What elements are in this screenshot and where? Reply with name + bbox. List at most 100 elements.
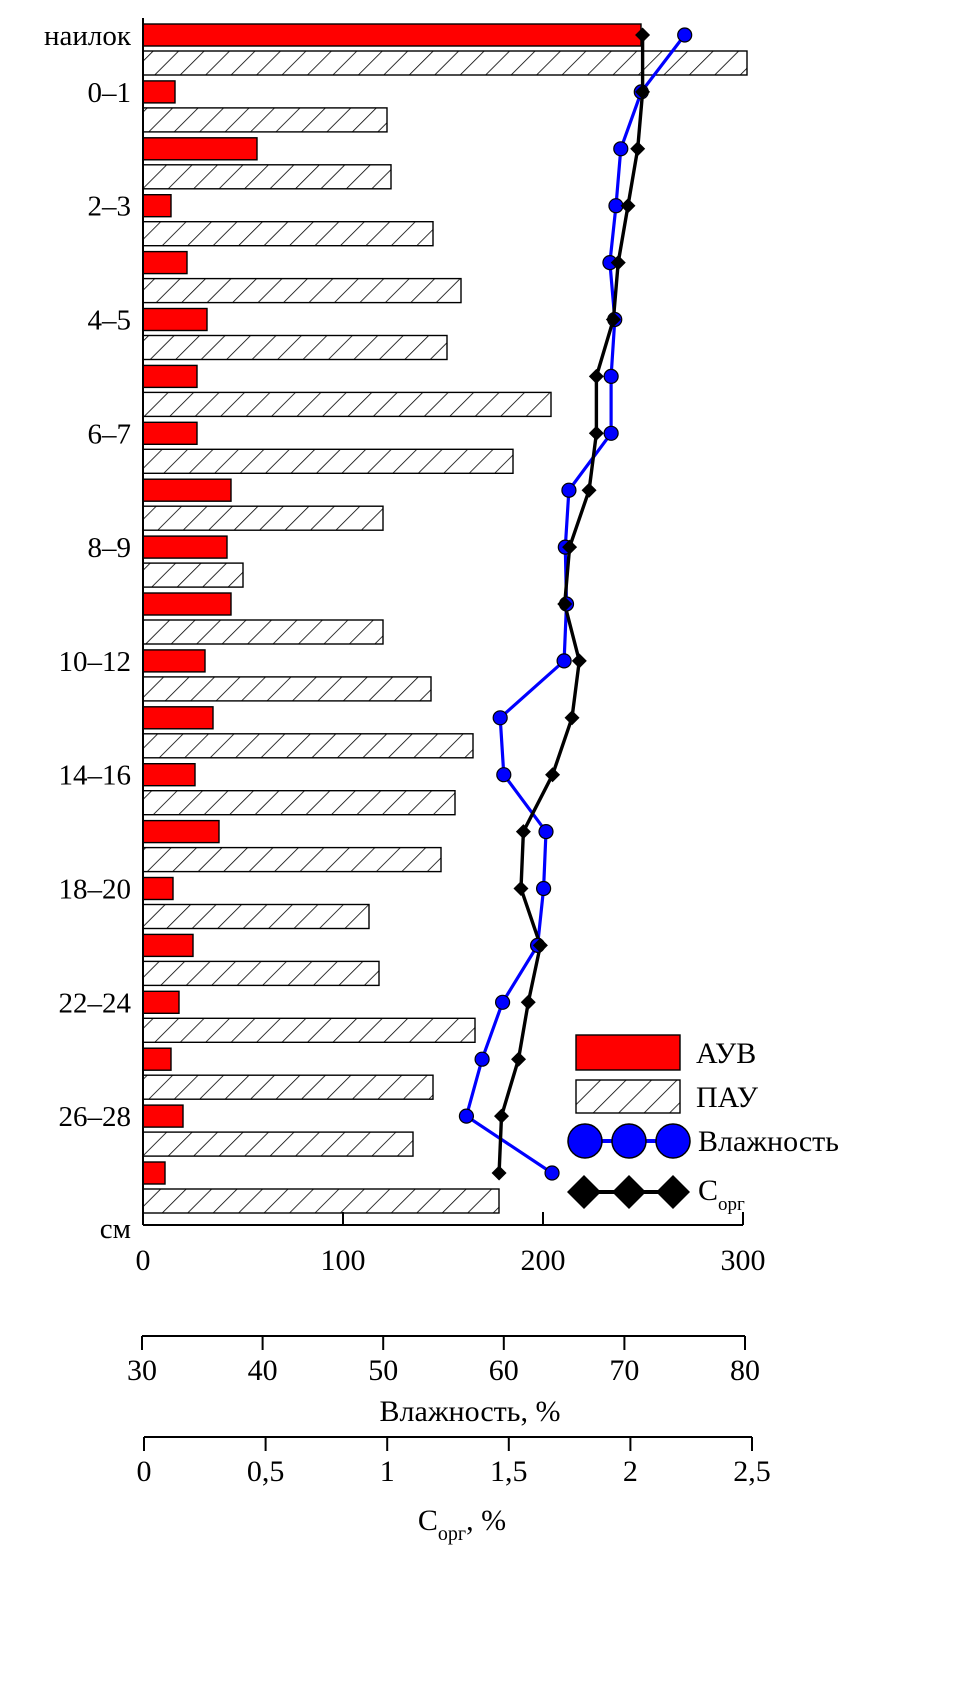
bar-auv-15 bbox=[142, 876, 174, 901]
point-corg-1 bbox=[635, 84, 651, 100]
bar-auv-11 bbox=[142, 649, 206, 673]
point-moisture-7 bbox=[603, 425, 619, 441]
point-moisture-20 bbox=[544, 1165, 560, 1181]
point-corg-6 bbox=[588, 368, 604, 384]
legend-marker-corg-2 bbox=[656, 1175, 690, 1209]
depth-label-1: 0–1 bbox=[88, 77, 132, 109]
bar-axis-tick-label-1: 100 bbox=[321, 1244, 366, 1277]
bar-axis-tick-label-2: 200 bbox=[521, 1244, 566, 1277]
bar-auv-3 bbox=[142, 193, 172, 218]
bar-pau-18 bbox=[142, 1074, 434, 1100]
bar-pau-20 bbox=[142, 1188, 500, 1214]
depth-label-15: 18–20 bbox=[59, 874, 132, 906]
bar-auv-12 bbox=[142, 706, 214, 730]
point-corg-5 bbox=[605, 312, 621, 327]
bar-axis-tick-label-0: 0 bbox=[136, 1244, 151, 1277]
bar-pau-17 bbox=[142, 1017, 476, 1043]
depth-label-19: 26–28 bbox=[59, 1101, 132, 1133]
point-corg-15 bbox=[513, 881, 529, 896]
point-corg-13 bbox=[545, 767, 561, 783]
point-corg-4 bbox=[610, 255, 626, 271]
point-moisture-15 bbox=[535, 880, 552, 897]
point-corg-16 bbox=[532, 937, 548, 953]
corg-axis-tick-label-4: 2 bbox=[623, 1455, 638, 1488]
moisture-axis-title: Влажность, % bbox=[380, 1395, 561, 1428]
corg-axis-title-rest: , % bbox=[466, 1504, 506, 1537]
point-moisture-17 bbox=[494, 994, 511, 1010]
bar-auv-4 bbox=[142, 250, 188, 275]
moisture-axis-tick-label-2: 50 bbox=[368, 1354, 398, 1387]
moisture-axis-tick-label-5: 80 bbox=[730, 1354, 760, 1387]
bar-auv-16 bbox=[142, 933, 194, 958]
legend-label-auv: АУВ bbox=[696, 1037, 756, 1070]
legend-label-corg-sub: орг bbox=[718, 1194, 745, 1215]
point-corg-17 bbox=[520, 994, 536, 1010]
bar-pau-4 bbox=[142, 277, 462, 304]
bars-layer bbox=[142, 23, 748, 1214]
point-moisture-0 bbox=[677, 27, 693, 43]
corg-axis-title-main: С bbox=[418, 1504, 438, 1537]
point-moisture-13 bbox=[496, 767, 512, 783]
point-corg-2 bbox=[630, 141, 646, 157]
point-moisture-2 bbox=[613, 141, 629, 157]
point-corg-20 bbox=[491, 1165, 507, 1181]
legend: АУВ ПАУ Влажность Сорг bbox=[567, 1034, 839, 1215]
legend-label-corg: Сорг bbox=[698, 1174, 745, 1215]
bar-pau-13 bbox=[142, 790, 456, 816]
point-corg-14 bbox=[515, 824, 531, 840]
lines-layer bbox=[458, 27, 693, 1181]
point-corg-11 bbox=[571, 653, 587, 669]
bar-pau-14 bbox=[142, 846, 442, 873]
point-corg-8 bbox=[581, 482, 597, 498]
bar-pau-19 bbox=[142, 1131, 414, 1157]
corg-axis-tick-label-2: 1 bbox=[380, 1455, 395, 1488]
bar-auv-2 bbox=[142, 137, 258, 161]
point-moisture-14 bbox=[538, 823, 554, 840]
depth-label-0: наилок bbox=[44, 20, 132, 52]
point-corg-9 bbox=[562, 539, 578, 555]
point-moisture-6 bbox=[603, 368, 619, 384]
point-corg-18 bbox=[511, 1051, 527, 1067]
legend-marker-moisture-2 bbox=[655, 1123, 691, 1159]
bar-auv-20 bbox=[142, 1161, 166, 1185]
depth-label-17: 22–24 bbox=[59, 987, 132, 1019]
bar-auv-19 bbox=[142, 1104, 184, 1128]
bar-auv-8 bbox=[142, 478, 232, 502]
bar-pau-1 bbox=[142, 107, 388, 133]
bar-auv-1 bbox=[142, 80, 176, 104]
corg-axis-tick-label-3: 1,5 bbox=[490, 1455, 528, 1488]
point-corg-19 bbox=[494, 1108, 510, 1124]
bar-pau-7 bbox=[142, 448, 514, 474]
point-moisture-8 bbox=[561, 482, 577, 498]
corg-axis-tick-label-0: 0 bbox=[137, 1455, 152, 1488]
point-moisture-18 bbox=[474, 1051, 490, 1067]
depth-label-5: 4–5 bbox=[88, 305, 132, 337]
point-corg-7 bbox=[588, 425, 604, 441]
point-corg-12 bbox=[564, 710, 580, 726]
axes-layer: наилок 0–1 2–3 4–5 6–7 8–9 10–12 14–16 18–20 22–2… bbox=[44, 18, 771, 1545]
bar-pau-9 bbox=[142, 562, 244, 588]
moisture-axis-tick-label-3: 60 bbox=[489, 1354, 519, 1387]
point-corg-0 bbox=[635, 27, 651, 43]
legend-label-pau: ПАУ bbox=[696, 1081, 759, 1114]
moisture-axis-tick-label-4: 70 bbox=[609, 1354, 639, 1387]
legend-swatch-auv bbox=[575, 1034, 681, 1071]
legend-marker-moisture-0 bbox=[567, 1123, 603, 1159]
bar-auv-18 bbox=[142, 1047, 172, 1071]
point-corg-10 bbox=[557, 596, 573, 612]
legend-marker-corg-1 bbox=[612, 1175, 646, 1209]
bar-auv-6 bbox=[142, 364, 198, 389]
bar-pau-16 bbox=[142, 960, 380, 987]
corg-axis-tick-label-5: 2,5 bbox=[733, 1455, 771, 1488]
bar-auv-17 bbox=[142, 990, 180, 1014]
bar-auv-14 bbox=[142, 819, 220, 844]
moisture-axis-tick-label-1: 40 bbox=[248, 1354, 278, 1387]
depth-label-7: 6–7 bbox=[88, 418, 132, 450]
bar-auv-0 bbox=[142, 23, 642, 47]
bar-pau-6 bbox=[142, 391, 552, 418]
legend-label-corg-main: С bbox=[698, 1174, 718, 1207]
depth-unit-label: см bbox=[100, 1213, 131, 1245]
bar-pau-15 bbox=[142, 903, 370, 930]
bar-auv-10 bbox=[142, 592, 232, 616]
